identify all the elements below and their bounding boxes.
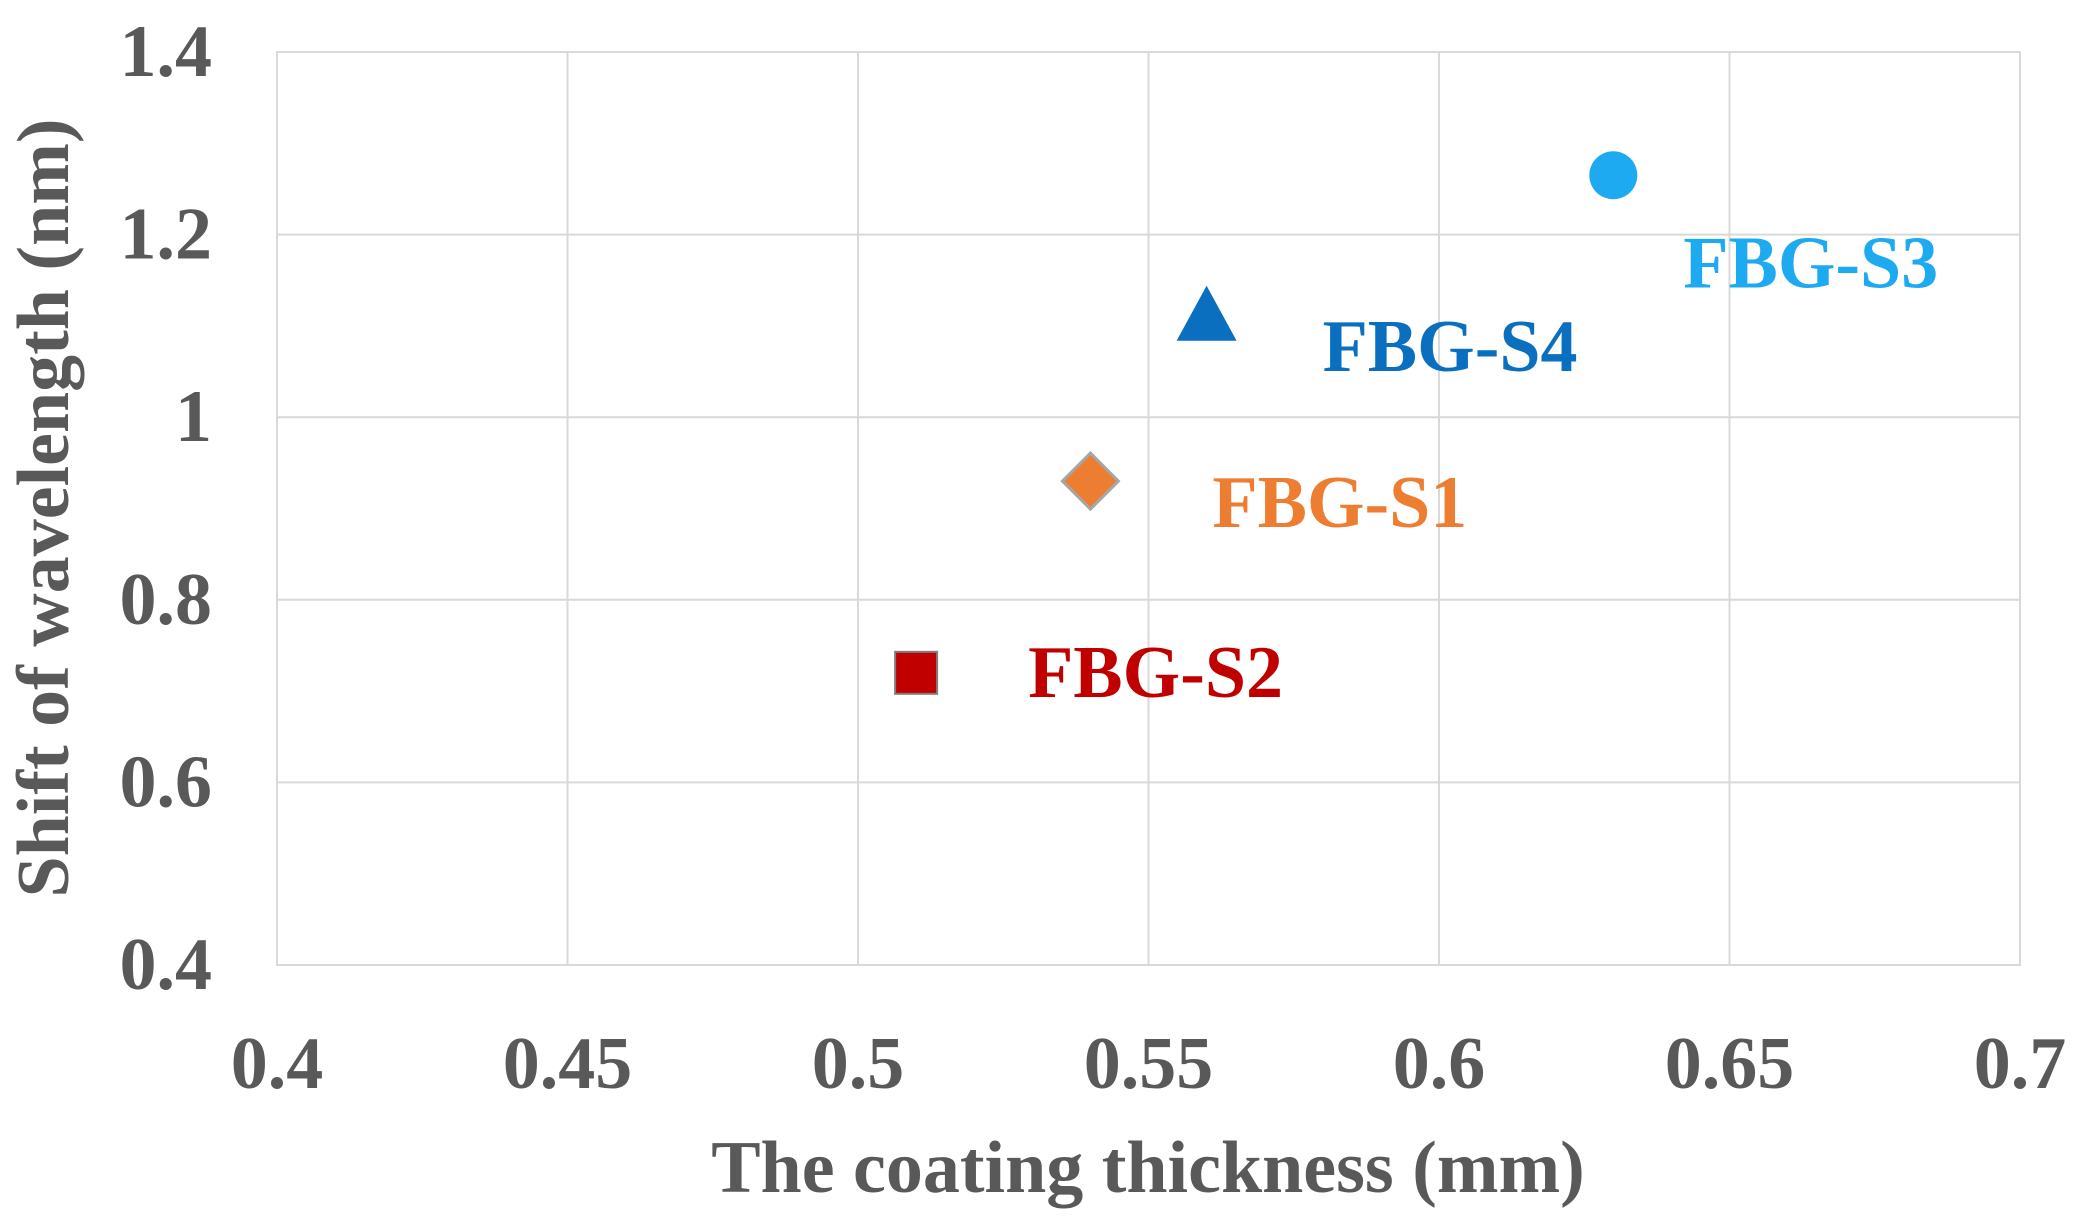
data-points: FBG-S1 FBG-S2 FBG-S3 FBG-S4 [894,151,1938,714]
plot-area-border [276,51,2021,966]
x-tick-label-0-4: 0.4 [231,1023,324,1105]
x-tick-label-0-65: 0.65 [1665,1023,1795,1105]
y-tick-label-0-6: 0.6 [120,741,213,823]
x-axis-ticks: 0.4 0.45 0.5 0.55 0.6 0.65 0.7 [231,1023,2067,1105]
y-axis-ticks: 0.4 0.6 0.8 1 1.2 1.4 [120,11,213,1006]
data-label-fbg-s2: FBG-S2 [1028,632,1283,714]
data-point-fbg-s2 [894,650,939,695]
y-tick-label-0-8: 0.8 [120,559,213,641]
y-axis-title: Shift of wavelength (nm) [3,118,85,897]
x-axis-title: The coating thickness (mm) [711,1127,1585,1209]
y-tick-label-0-4: 0.4 [120,924,213,1006]
data-label-fbg-s1: FBG-S1 [1212,462,1467,544]
y-tick-label-1-4: 1.4 [120,11,213,93]
data-label-fbg-s4: FBG-S4 [1323,306,1578,388]
grid [276,51,2021,966]
x-tick-label-0-6: 0.6 [1393,1023,1486,1105]
data-point-fbg-s4 [1176,285,1237,341]
x-tick-label-0-5: 0.5 [812,1023,905,1105]
x-tick-label-0-7: 0.7 [1974,1023,2067,1105]
x-tick-label-0-45: 0.45 [503,1023,633,1105]
data-point-fbg-s3 [1589,151,1638,200]
y-tick-label-1-2: 1.2 [120,194,213,276]
x-tick-label-0-55: 0.55 [1084,1023,1214,1105]
y-tick-label-1: 1 [175,376,212,458]
data-point-fbg-s1 [1060,450,1121,512]
data-label-fbg-s3: FBG-S3 [1683,222,1938,304]
